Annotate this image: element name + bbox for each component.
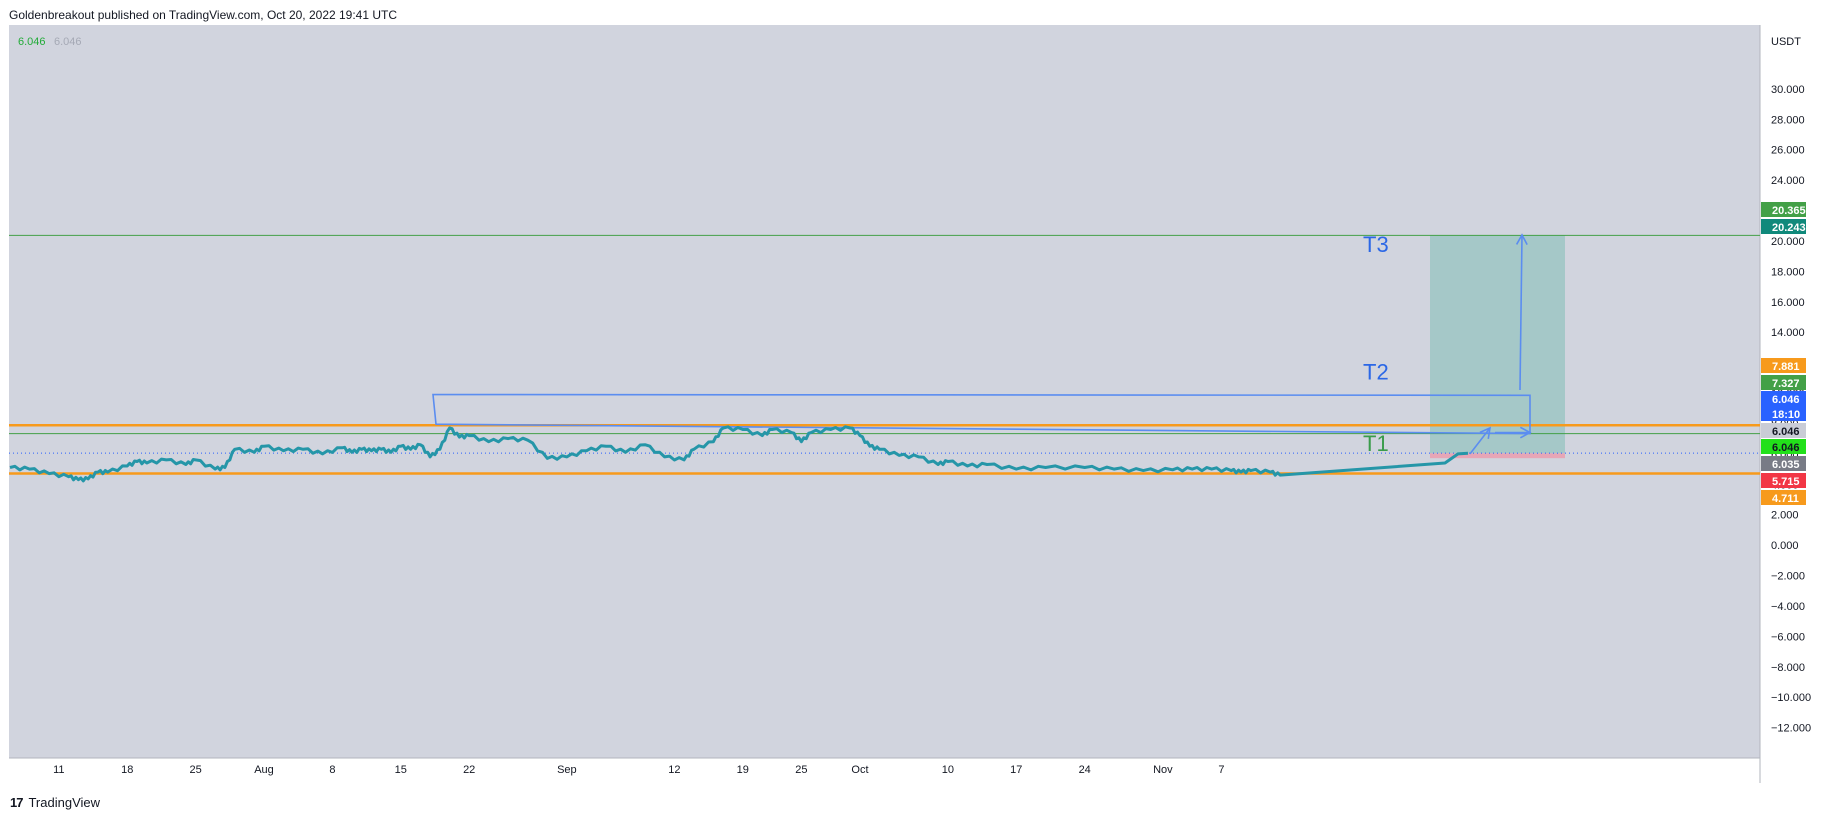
x-tick-label: 8 [329,764,335,776]
arrow-to-t3[interactable] [1515,233,1528,390]
arrow-to-t1[interactable] [1469,426,1492,455]
price-label-bg [1761,456,1806,471]
y-tick-label: 14.000 [1771,327,1805,339]
y-tick-label: −12.000 [1771,723,1811,735]
price-label: 6.046 [1772,426,1800,438]
stop-zone[interactable] [1430,453,1565,459]
price-label-bg [1761,439,1806,454]
currency-label: USDT [1771,36,1801,48]
x-tick-label: 7 [1218,764,1224,776]
x-tick-label: Aug [254,764,274,776]
arrow-to-t2[interactable] [1495,426,1532,439]
annotation-t1[interactable]: T1 [1363,431,1389,456]
price-label-bg [1761,358,1806,373]
horizontal-levels [9,234,1760,475]
price-label: 6.046 [1772,394,1800,406]
price-label: 4.711 [1772,493,1799,505]
price-line [9,425,1469,483]
projection-arrows[interactable] [1469,233,1532,455]
price-label: 18:10 [1772,409,1800,421]
x-tick-label: 25 [795,764,807,776]
x-tick-label: 11 [53,764,64,776]
x-tick-label: 15 [395,764,407,776]
price-label: 20.365 [1772,205,1806,217]
price-label: 7.881 [1772,361,1800,373]
x-tick-label: 19 [737,764,749,776]
y-axis-ticks: 30.00028.00026.00024.00022.00020.00018.0… [1771,84,1811,735]
legend-last-value-faded: 6.046 [54,36,82,48]
y-tick-label: 28.000 [1771,114,1805,126]
price-label-bg [1761,391,1806,406]
price-label: 7.327 [1772,378,1800,390]
price-label: 6.046 [1772,442,1800,454]
y-tick-label: −4.000 [1771,601,1805,613]
y-tick-label: 16.000 [1771,297,1805,309]
price-label-bg [1761,490,1806,505]
x-tick-label: 17 [1010,764,1022,776]
price-label: 20.243 [1772,222,1806,234]
price-label-bg [1761,375,1806,390]
x-tick-label: 24 [1079,764,1091,776]
x-tick-label: Sep [557,764,577,776]
time-scale[interactable] [9,758,1760,783]
annotation-t2[interactable]: T2 [1363,360,1389,385]
target-zone[interactable] [1430,235,1565,454]
x-tick-label: 25 [190,764,202,776]
price-label: 5.715 [1772,476,1800,488]
price-label: 6.035 [1772,459,1800,471]
price-label-bg [1761,202,1806,217]
y-tick-label: −2.000 [1771,571,1805,583]
price-label-bg [1761,406,1806,421]
price-labels: 20.365 20.243 7.881 7.327 6.046 18:10 6.046 6.0… [1761,202,1806,505]
y-tick-label: 0.000 [1771,540,1799,552]
y-tick-label: 30.000 [1771,84,1805,96]
y-tick-label: 2.000 [1771,510,1799,522]
price-label-bg [1761,423,1806,438]
y-tick-label: 24.000 [1771,175,1805,187]
legend-last-value: 6.046 [18,36,46,48]
footer-brand[interactable]: 17 TradingView [10,793,100,811]
tradingview-logo-icon: 17 [10,794,24,810]
x-tick-label: Oct [851,764,868,776]
x-tick-label: 12 [668,764,680,776]
x-axis-ticks: 11 18 25 Aug 8 15 22 Sep 12 19 25 Oct 10 17 24 Nov 7 [53,764,1224,776]
x-tick-label: 18 [121,764,133,776]
y-tick-label: 18.000 [1771,266,1805,278]
y-tick-label: −8.000 [1771,662,1805,674]
x-tick-label: 22 [463,764,475,776]
y-tick-label: −10.000 [1771,692,1811,704]
x-tick-label: Nov [1153,764,1173,776]
x-tick-label: 10 [942,764,954,776]
annotation-t3[interactable]: T3 [1363,232,1389,257]
y-tick-label: 26.000 [1771,145,1805,157]
price-label-bg [1761,219,1806,234]
publisher-line: Goldenbreakout published on TradingView.… [9,8,398,22]
price-label-bg [1761,473,1806,488]
y-tick-label: −6.000 [1771,631,1805,643]
drawn-channel[interactable] [432,393,1531,435]
y-tick-label: 20.000 [1771,236,1805,248]
footer-brand-text: TradingView [28,794,101,810]
